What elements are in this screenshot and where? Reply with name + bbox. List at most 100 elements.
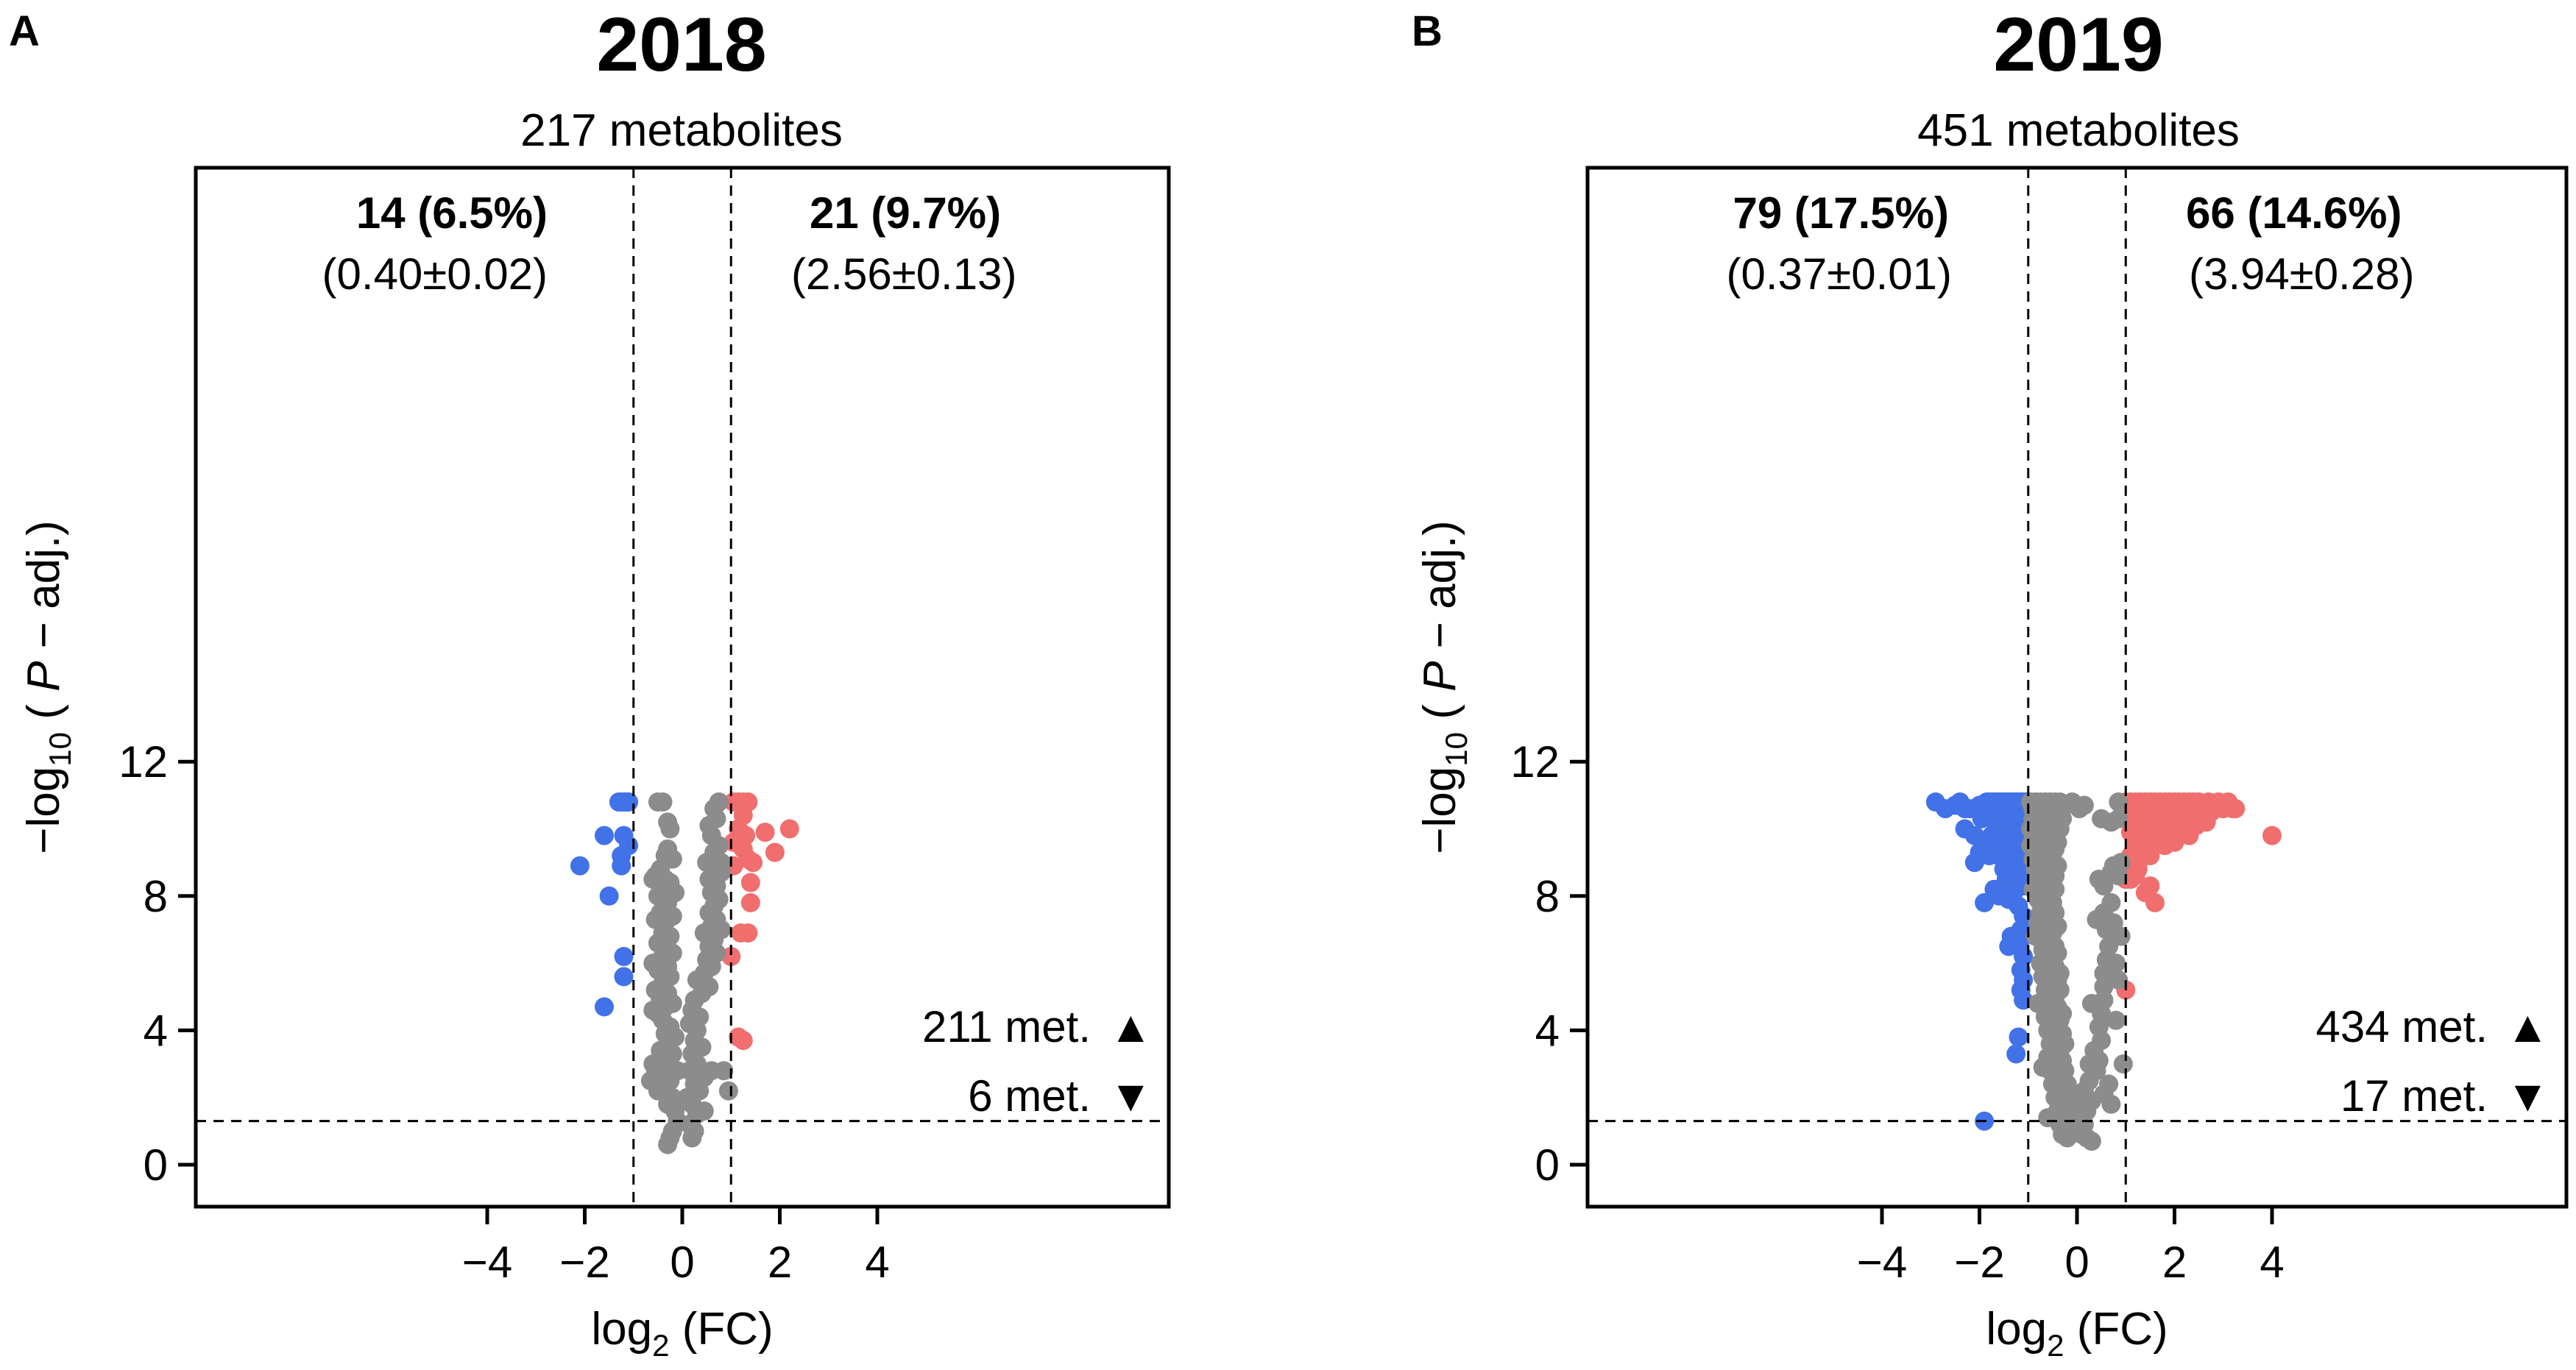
panel-a-point-up (755, 823, 775, 842)
panel-a-sig-below-label: 6 met. (968, 1071, 1091, 1121)
panel-b-point-ns (2109, 792, 2129, 812)
panel-a-point-ns (682, 1128, 702, 1148)
panel-a-x-tick-label: 0 (670, 1238, 694, 1287)
panel-a-y-tick-label: 4 (144, 1006, 168, 1055)
panel-a-y-tick-label: 0 (144, 1140, 168, 1190)
panel-b-point-ns (2111, 853, 2131, 873)
panel-b-x-axis: −4 −2 0 2 4 (1857, 1207, 2285, 1287)
panel-a: A 2018 217 metabolites 0 4 8 12 −4 −2 0 2 4 14 … (9, 2, 1171, 1363)
panel-b-x-tick-label: 0 (2064, 1238, 2089, 1287)
panel-b-x-axis-label: log2 (FC) (1986, 1304, 2168, 1363)
panel-b-y-tick-label: 12 (1510, 737, 1560, 787)
panel-b-point-up (2145, 892, 2165, 912)
panel-a-x-tick-label: −4 (462, 1238, 512, 1287)
panel-b-sig-above-label: 434 met. (2316, 1002, 2488, 1051)
panel-a-point-up (765, 842, 785, 862)
panel-a-sig-above-label: 211 met. (922, 1002, 1091, 1051)
panel-a-x-tick-label: 2 (768, 1238, 792, 1287)
panel-b-point-down (2009, 1027, 2028, 1047)
panel-a-x-tick-label: 4 (865, 1238, 889, 1287)
panel-b-point-ns (2081, 1132, 2101, 1151)
panel-a-down-mean: (0.40±0.02) (322, 249, 548, 299)
panel-b-point-ns (2025, 926, 2045, 946)
panel-b-point-up (2196, 812, 2216, 832)
panel-b-point-ns (2038, 1108, 2058, 1128)
panel-b-point-ns (2109, 970, 2129, 990)
panel-b-point-up (2165, 832, 2184, 852)
panel-b-triangle-down-icon: ▼ (2506, 1071, 2550, 1121)
panel-b: B 2019 451 metabolites 0 4 8 12 −4 −2 0 2 4 79 … (1412, 2, 2569, 1363)
panel-a-y-axis: 0 4 8 12 (118, 737, 196, 1190)
panel-b-point-up (2126, 866, 2145, 886)
panel-a-point-ns (643, 870, 663, 889)
panel-a-point-ns (643, 1001, 663, 1020)
panel-a-y-tick-label: 8 (144, 872, 168, 921)
panel-b-y-tick-label: 0 (1535, 1140, 1560, 1190)
panel-b-point-ns (2048, 916, 2067, 936)
panel-b-point-ns (2094, 977, 2114, 997)
panel-b-point-ns (2113, 1054, 2133, 1073)
panel-a-point-down (614, 947, 634, 966)
panel-b-point-ns (2101, 812, 2121, 832)
panel-a-x-tick-label: −2 (559, 1238, 609, 1287)
panel-b-up-count: 66 (14.6%) (2186, 188, 2402, 238)
panel-b-down-mean: (0.37±0.01) (1727, 249, 1952, 299)
panel-b-y-tick-label: 8 (1535, 872, 1560, 921)
panel-a-point-ns (640, 1071, 660, 1090)
panel-a-point-down (570, 856, 590, 876)
panel-a-subtitle: 217 metabolites (520, 105, 843, 156)
panel-b-down-count: 79 (17.5%) (1733, 188, 1950, 238)
panel-b-points (1925, 792, 2282, 1151)
panel-b-point-ns (2087, 909, 2106, 929)
panel-a-point-down (599, 886, 619, 906)
panel-a-point-down (619, 792, 639, 812)
panel-b-point-ns (2074, 795, 2094, 815)
panel-a-point-up (733, 1031, 753, 1051)
panel-a-point-up (779, 819, 799, 839)
panel-a-triangle-down-icon: ▼ (1109, 1071, 1153, 1121)
panel-b-up-mean: (3.94±0.28) (2189, 249, 2414, 299)
panel-b-letter: B (1412, 7, 1443, 55)
panel-a-up-count: 21 (9.7%) (810, 188, 1001, 238)
panel-a-point-ns (653, 792, 673, 812)
panel-b-x-tick-label: 2 (2162, 1238, 2187, 1287)
panel-b-point-up (2262, 826, 2282, 845)
panel-b-point-down (1975, 892, 1995, 912)
panel-a-point-up (721, 947, 741, 966)
panel-a-point-ns (658, 1135, 678, 1154)
panel-b-point-ns (2081, 993, 2101, 1013)
panel-b-point-ns (2023, 879, 2043, 899)
panel-a-y-tick-label: 12 (118, 737, 168, 787)
panel-a-x-axis: −4 −2 0 2 4 (462, 1207, 890, 1287)
panel-b-point-ns (2101, 1094, 2121, 1114)
panel-a-point-up (743, 853, 763, 873)
panel-b-x-tick-label: 4 (2260, 1238, 2284, 1287)
panel-a-point-ns (718, 1081, 738, 1101)
panel-b-point-ns (2101, 892, 2121, 912)
panel-a-triangle-up-icon: ▲ (1109, 1002, 1153, 1051)
panel-b-point-ns (2079, 1054, 2099, 1073)
panel-a-point-up (740, 873, 760, 892)
panel-a-point-ns (643, 1054, 663, 1073)
panel-a-x-axis-label: log2 (FC) (591, 1304, 773, 1363)
panel-b-point-up (2140, 846, 2160, 865)
panel-b-y-axis-label: −log10 ( P − adj.) (1415, 520, 1473, 853)
panel-b-point-ns (2106, 954, 2126, 973)
panel-b-triangle-up-icon: ▲ (2506, 1002, 2550, 1051)
panel-b-sig-below-label: 17 met. (2340, 1071, 2488, 1121)
panel-a-point-ns (712, 920, 731, 940)
panel-a-points (570, 792, 799, 1154)
panel-a-point-down (595, 826, 614, 845)
panel-a-point-ns (643, 954, 663, 973)
panel-b-subtitle: 451 metabolites (1917, 105, 2240, 156)
panel-a-point-ns (694, 1101, 714, 1121)
panel-b-x-tick-label: −2 (1954, 1238, 2004, 1287)
panel-b-y-tick-label: 4 (1535, 1006, 1560, 1055)
panel-b-point-ns (2050, 980, 2070, 1000)
panel-a-point-down (614, 967, 634, 987)
panel-b-x-tick-label: −4 (1857, 1238, 1907, 1287)
panel-a-point-up (740, 892, 760, 912)
panel-b-point-ns (2021, 836, 2041, 856)
panel-b-point-ns (2033, 1057, 2053, 1077)
